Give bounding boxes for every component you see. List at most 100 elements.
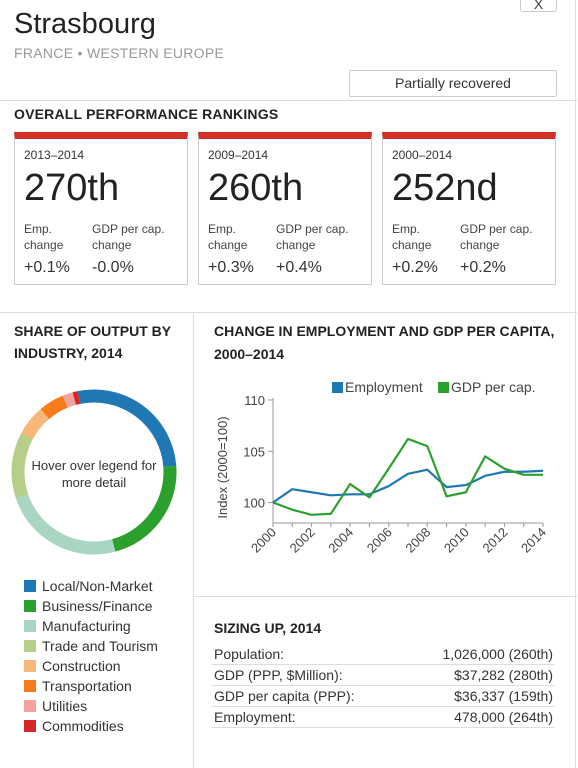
rank-period: 2009–2014 bbox=[208, 148, 269, 162]
legend-item-trade-and-tourism[interactable]: Trade and Tourism bbox=[24, 636, 158, 656]
legend-item-utilities[interactable]: Utilities bbox=[24, 696, 158, 716]
legend-label: Local/Non-Market bbox=[42, 578, 153, 594]
sizing-label: Population: bbox=[214, 646, 285, 662]
x-tick-label: 2002 bbox=[287, 525, 318, 556]
chart-legend-swatch bbox=[438, 382, 449, 393]
section-divider bbox=[0, 100, 577, 101]
legend-label: Utilities bbox=[42, 698, 88, 714]
sizing-value: 478,000 (264th) bbox=[454, 709, 553, 725]
y-tick-label: 105 bbox=[243, 444, 265, 459]
legend-swatch bbox=[24, 720, 36, 732]
x-tick-label: 2004 bbox=[325, 525, 356, 556]
x-tick-label: 2006 bbox=[364, 525, 395, 556]
emp-change-value: +0.3% bbox=[208, 259, 254, 276]
y-axis-label: Index (2000=100) bbox=[215, 416, 230, 518]
gdp-change-value: +0.2% bbox=[460, 259, 506, 276]
legend-swatch bbox=[24, 680, 36, 692]
emp-change-label: Emp. change bbox=[392, 222, 432, 252]
sizing-table: Population: 1,026,000 (260th) GDP (PPP, $M… bbox=[212, 644, 555, 728]
change-heading: CHANGE IN EMPLOYMENT AND GDP PER CAPITA,… bbox=[214, 323, 555, 362]
gdp-change-value: -0.0% bbox=[92, 259, 134, 276]
donut-segment-commodities[interactable] bbox=[72, 391, 81, 405]
x-tick-label: 2008 bbox=[402, 525, 433, 556]
legend-item-local-non-market[interactable]: Local/Non-Market bbox=[24, 576, 158, 596]
rank-card-2013-2014: 2013–2014 270th Emp. change GDP per cap.… bbox=[14, 132, 188, 285]
y-tick-label: 100 bbox=[243, 496, 265, 511]
chart-legend-label: Employment bbox=[345, 379, 423, 395]
legend-item-manufacturing[interactable]: Manufacturing bbox=[24, 616, 158, 636]
donut-segment-trade-and-tourism[interactable] bbox=[11, 433, 33, 499]
emp-change-label: Emp. change bbox=[24, 222, 64, 252]
sizing-label: Employment: bbox=[214, 709, 296, 725]
legend-item-commodities[interactable]: Commodities bbox=[24, 716, 158, 736]
legend-swatch bbox=[24, 580, 36, 592]
employment-gdp-line-chart: 100 105 110 Index (2000=100) 2000 2002 2004 200… bbox=[215, 379, 549, 556]
sizing-label: GDP per capita (PPP): bbox=[214, 688, 355, 704]
legend-swatch bbox=[24, 620, 36, 632]
donut-segment-manufacturing[interactable] bbox=[15, 494, 116, 555]
sizing-row: Population: 1,026,000 (260th) bbox=[212, 644, 555, 665]
legend-label: Construction bbox=[42, 658, 121, 674]
legend-swatch bbox=[24, 600, 36, 612]
industry-donut-chart[interactable] bbox=[10, 388, 178, 556]
sizing-value: $37,282 (280th) bbox=[454, 667, 553, 683]
legend-swatch bbox=[24, 700, 36, 712]
legend-item-business-finance[interactable]: Business/Finance bbox=[24, 596, 158, 616]
city-subtitle: FRANCE • WESTERN EUROPE bbox=[14, 45, 225, 61]
donut-segment-utilities[interactable] bbox=[62, 392, 77, 408]
emp-change-label: Emp. change bbox=[208, 222, 248, 252]
legend-swatch bbox=[24, 640, 36, 652]
sizing-heading: SIZING UP, 2014 bbox=[214, 620, 322, 636]
sizing-row: GDP (PPP, $Million): $37,282 (280th) bbox=[212, 665, 555, 686]
sizing-row: Employment: 478,000 (264th) bbox=[212, 707, 555, 728]
sizing-value: 1,026,000 (260th) bbox=[442, 646, 553, 662]
gdp-change-label: GDP per cap. change bbox=[460, 222, 533, 252]
series-line-gdp-per-cap- bbox=[272, 437, 543, 516]
gdp-change-value: +0.4% bbox=[276, 259, 322, 276]
x-tick-label: 2014 bbox=[518, 525, 549, 556]
donut-segment-local-non-market[interactable] bbox=[77, 389, 177, 468]
x-tick-label: 2012 bbox=[479, 525, 510, 556]
sizing-row: GDP per capita (PPP): $36,337 (159th) bbox=[212, 686, 555, 707]
rank-period: 2000–2014 bbox=[392, 148, 453, 162]
series-line-employment bbox=[272, 468, 544, 504]
share-heading: SHARE OF OUTPUT BY INDUSTRY, 2014 bbox=[14, 323, 171, 361]
legend-item-transportation[interactable]: Transportation bbox=[24, 676, 158, 696]
legend-label: Trade and Tourism bbox=[42, 638, 158, 654]
gdp-change-label: GDP per cap. change bbox=[276, 222, 349, 252]
chart-legend-swatch bbox=[332, 382, 343, 393]
rank-card-2000-2014: 2000–2014 252nd Emp. change GDP per cap.… bbox=[382, 132, 556, 285]
legend-item-construction[interactable]: Construction bbox=[24, 656, 158, 676]
recovery-status-badge: Partially recovered bbox=[349, 70, 557, 97]
legend-label: Commodities bbox=[42, 718, 124, 734]
rank-card-2009-2014: 2009–2014 260th Emp. change GDP per cap.… bbox=[198, 132, 372, 285]
chart-legend-label: GDP per cap. bbox=[451, 379, 536, 395]
section-divider bbox=[0, 312, 577, 313]
rank-value: 270th bbox=[24, 167, 120, 209]
legend-swatch bbox=[24, 660, 36, 672]
rankings-heading: OVERALL PERFORMANCE RANKINGS bbox=[14, 106, 279, 122]
donut-hint: Hover over legend for more detail bbox=[31, 458, 157, 490]
rank-value: 260th bbox=[208, 167, 304, 209]
sizing-label: GDP (PPP, $Million): bbox=[214, 667, 343, 683]
legend-label: Transportation bbox=[42, 678, 132, 694]
column-divider bbox=[193, 312, 194, 768]
rank-value: 252nd bbox=[392, 167, 498, 209]
legend-label: Business/Finance bbox=[42, 598, 153, 614]
city-title: Strasbourg bbox=[14, 8, 156, 40]
legend-label: Manufacturing bbox=[42, 618, 131, 634]
x-tick-label: 2000 bbox=[248, 525, 279, 556]
donut-segment-transportation[interactable] bbox=[40, 395, 68, 420]
close-button[interactable]: X bbox=[520, 0, 557, 12]
emp-change-value: +0.2% bbox=[392, 259, 438, 276]
donut-segment-business-finance[interactable] bbox=[111, 465, 177, 552]
donut-segment-construction[interactable] bbox=[21, 409, 50, 440]
section-divider bbox=[194, 596, 577, 597]
industry-legend: Local/Non-Market Business/Finance Manufact… bbox=[24, 576, 158, 736]
rank-period: 2013–2014 bbox=[24, 148, 85, 162]
emp-change-value: +0.1% bbox=[24, 259, 70, 276]
gdp-change-label: GDP per cap. change bbox=[92, 222, 165, 252]
y-tick-label: 110 bbox=[244, 393, 265, 408]
sizing-value: $36,337 (159th) bbox=[454, 688, 553, 704]
x-tick-label: 2010 bbox=[441, 525, 472, 556]
